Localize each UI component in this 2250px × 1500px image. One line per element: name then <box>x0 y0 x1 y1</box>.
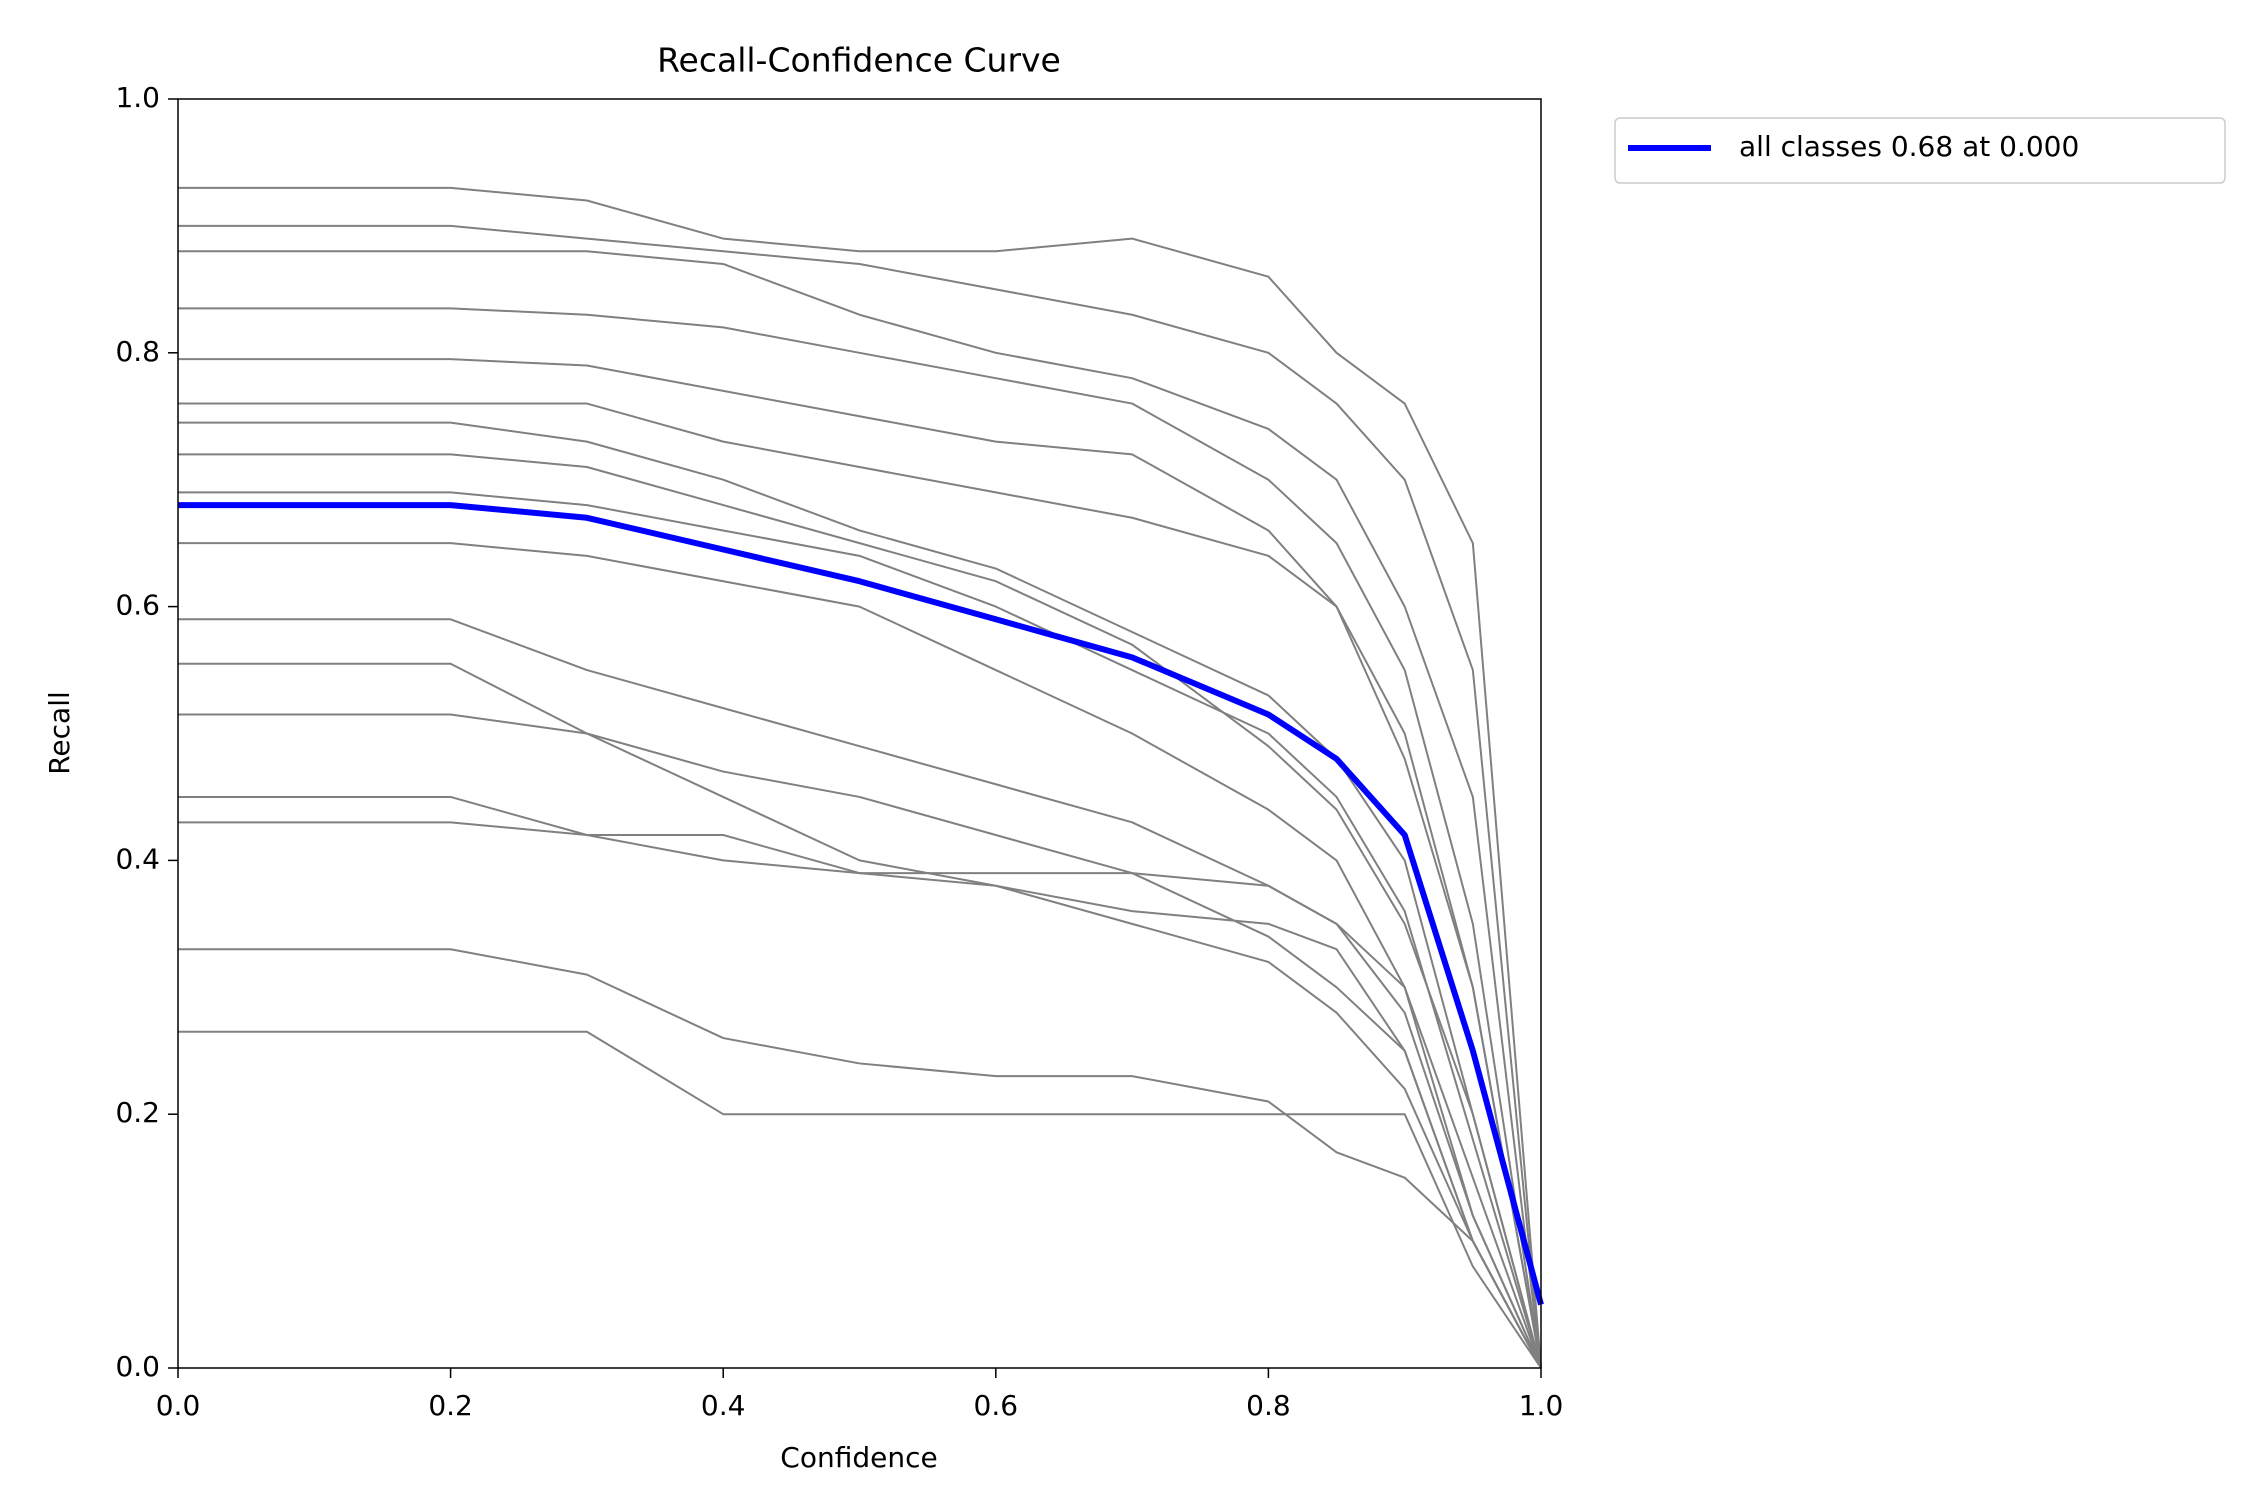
plot-frame <box>177 98 1542 1369</box>
y-tick-label: 0.6 <box>115 589 160 622</box>
y-axis-label: Recall <box>43 691 76 775</box>
y-tick-label: 0.0 <box>115 1350 160 1383</box>
class-line <box>178 795 1542 1369</box>
class-line <box>178 491 1542 1369</box>
legend-label: all classes 0.68 at 0.000 <box>1739 130 2079 163</box>
x-tick-label: 0.8 <box>1246 1389 1291 1422</box>
x-tick-label: 0.2 <box>428 1389 473 1422</box>
class-line <box>178 250 1542 1369</box>
class-line <box>178 224 1542 1369</box>
x-tick-label: 1.0 <box>1519 1389 1564 1422</box>
legend-box <box>1614 117 2226 184</box>
class-line <box>178 1030 1542 1369</box>
class-line <box>178 421 1542 1369</box>
class-line <box>178 618 1542 1369</box>
class-line <box>178 821 1542 1369</box>
y-tick-label: 0.2 <box>115 1096 160 1129</box>
series-line <box>178 502 1544 1306</box>
x-axis-label: Confidence <box>780 1441 937 1474</box>
y-tick-label: 0.8 <box>115 335 160 368</box>
y-tick-label: 0.4 <box>115 842 160 875</box>
class-line <box>178 542 1542 1369</box>
x-tick-label: 0.6 <box>974 1389 1019 1422</box>
class-line <box>178 453 1542 1369</box>
class-line <box>178 402 1542 1369</box>
class-line <box>178 948 1542 1369</box>
class-line <box>178 358 1542 1369</box>
y-tick-label: 1.0 <box>115 81 160 114</box>
chart-title: Recall-Confidence Curve <box>657 41 1061 80</box>
class-line <box>178 186 1542 1369</box>
x-tick-label: 0.4 <box>701 1389 746 1422</box>
class-line <box>178 662 1542 1369</box>
x-tick-label: 0.0 <box>156 1389 201 1422</box>
class-line <box>178 307 1542 1369</box>
class-line <box>178 713 1542 1369</box>
